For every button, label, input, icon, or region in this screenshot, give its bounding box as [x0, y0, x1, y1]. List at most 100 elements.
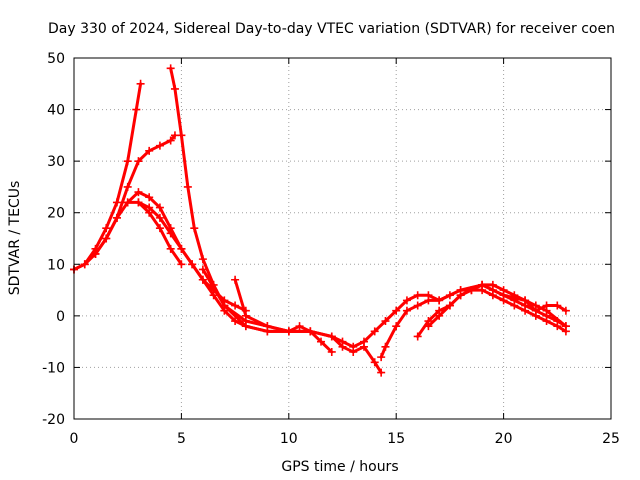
data-point — [413, 332, 422, 341]
data-point — [456, 291, 465, 300]
data-point — [166, 64, 175, 73]
series-trace-c — [70, 198, 186, 274]
data-point — [327, 347, 336, 356]
data-point — [166, 229, 175, 238]
data-point — [136, 79, 145, 88]
data-point — [177, 131, 186, 140]
data-point — [542, 306, 551, 315]
data-point — [561, 322, 570, 331]
y-tick-label: -20 — [42, 412, 65, 428]
data-point — [488, 280, 497, 289]
series-trace-i — [377, 280, 570, 362]
data-point — [209, 291, 218, 300]
y-tick-label: 40 — [47, 103, 65, 119]
data-point — [370, 327, 379, 336]
data-point — [531, 311, 540, 320]
data-point — [402, 296, 411, 305]
data-point — [478, 280, 487, 289]
data-point — [467, 286, 476, 295]
data-point — [241, 311, 250, 320]
x-tick-label: 25 — [602, 431, 620, 447]
data-point — [145, 193, 154, 202]
data-point — [102, 224, 111, 233]
data-point — [424, 322, 433, 331]
data-point — [112, 198, 121, 207]
x-tick-label: 0 — [70, 431, 79, 447]
data-point — [134, 198, 143, 207]
series-trace — [169, 66, 312, 333]
x-tick-label: 5 — [177, 431, 186, 447]
data-point — [499, 296, 508, 305]
chart-title: Day 330 of 2024, Sidereal Day-to-day VTE… — [48, 21, 615, 37]
data-point — [177, 244, 186, 253]
plot-frame — [73, 57, 612, 420]
data-point — [123, 182, 132, 191]
data-point — [241, 322, 250, 331]
data-point — [166, 244, 175, 253]
data-point — [553, 301, 562, 310]
data-point — [132, 105, 141, 114]
data-point — [349, 342, 358, 351]
y-tick-label: 50 — [47, 51, 65, 67]
data-point — [198, 265, 207, 274]
data-point — [112, 213, 121, 222]
data-point — [561, 306, 570, 315]
data-point — [91, 249, 100, 258]
data-point — [542, 317, 551, 326]
data-point — [370, 358, 379, 367]
series-trace-j — [413, 286, 570, 341]
data-point — [445, 291, 454, 300]
series-trace-k — [424, 280, 570, 331]
y-tick-label: -10 — [42, 360, 65, 376]
data-point — [488, 291, 497, 300]
data-point — [521, 296, 530, 305]
grid — [74, 58, 611, 419]
data-point — [155, 203, 164, 212]
data-point — [134, 188, 143, 197]
axis-ticks: 0 5 10 15 20 25 -20 -10 0 10 20 30 40 50 — [42, 51, 620, 447]
data-point — [359, 337, 368, 346]
data-point — [198, 275, 207, 284]
series-markers — [70, 64, 570, 377]
data-point — [445, 301, 454, 310]
data-point — [231, 301, 240, 310]
data-point — [188, 260, 197, 269]
data-point — [521, 306, 530, 315]
data-point — [377, 368, 386, 377]
y-tick-label: 20 — [47, 206, 65, 222]
series-trace-h — [231, 275, 570, 351]
series-trace — [201, 267, 383, 375]
y-tick-label: 10 — [47, 257, 65, 273]
data-point — [155, 213, 164, 222]
data-point — [435, 311, 444, 320]
data-point — [381, 317, 390, 326]
data-point — [413, 291, 422, 300]
data-point — [134, 157, 143, 166]
x-axis-label: GPS time / hours — [281, 459, 398, 475]
data-point — [123, 198, 132, 207]
data-point — [499, 286, 508, 295]
data-point — [381, 342, 390, 351]
data-point — [263, 322, 272, 331]
data-point — [377, 353, 386, 362]
data-point — [553, 322, 562, 331]
data-point — [155, 141, 164, 150]
series-trace — [233, 278, 568, 349]
data-point — [392, 306, 401, 315]
data-point — [413, 301, 422, 310]
data-point — [198, 255, 207, 264]
series-trace-g — [198, 265, 386, 377]
data-point — [123, 157, 132, 166]
series-trace — [379, 283, 568, 359]
data-point — [102, 234, 111, 243]
y-tick-label: 0 — [56, 309, 65, 325]
data-point — [317, 337, 326, 346]
data-point — [392, 322, 401, 331]
data-point — [190, 224, 199, 233]
data-point — [170, 84, 179, 93]
data-point — [145, 146, 154, 155]
data-point — [327, 332, 336, 341]
data-point — [424, 296, 433, 305]
data-point — [231, 275, 240, 284]
